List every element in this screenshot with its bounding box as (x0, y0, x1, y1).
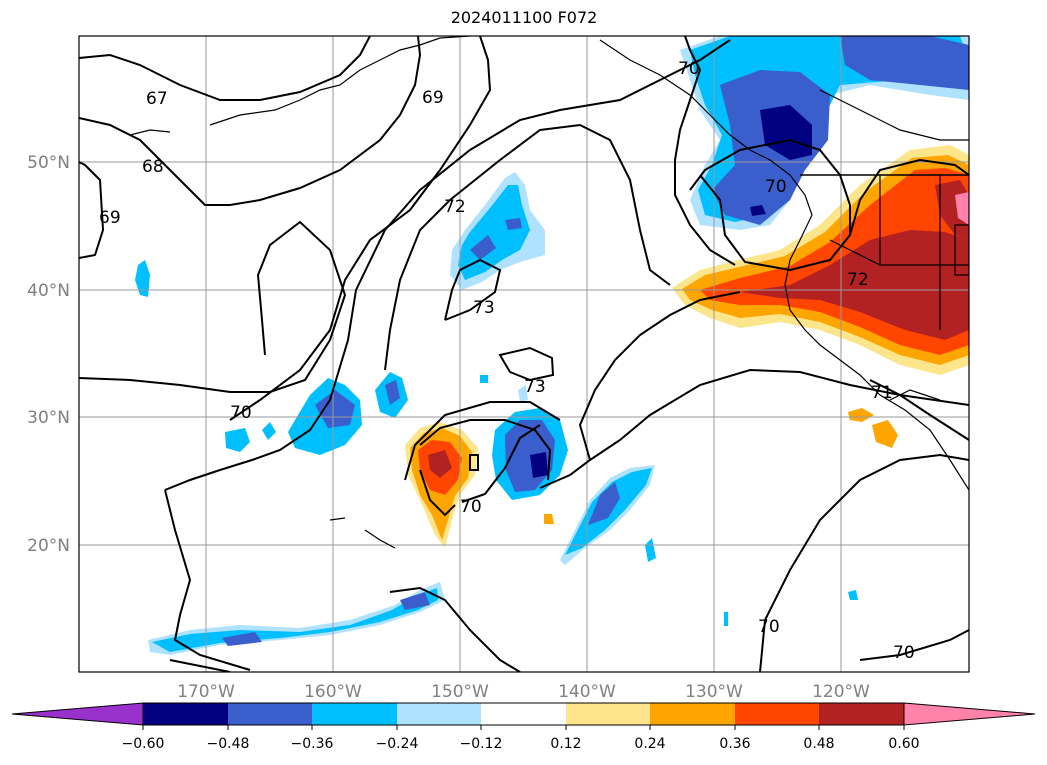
contour-label: 70 (758, 617, 780, 637)
contour-label: 70 (460, 497, 482, 517)
colorbar-tick-label: −0.12 (460, 736, 503, 752)
colorbar-ticks (142, 725, 905, 730)
contour-label: 69 (422, 88, 444, 108)
colorbar-under-extension (11, 702, 144, 726)
lon-label: 160°W (304, 682, 362, 702)
coastlines (129, 36, 969, 549)
colorbar-segment (143, 703, 228, 725)
contour-label: 69 (99, 208, 121, 228)
lon-label: 130°W (685, 682, 743, 702)
lat-label: 30°N (27, 408, 70, 428)
colorbar-tick-label: −0.36 (291, 736, 334, 752)
map-frame (78, 35, 970, 673)
contour-label-group: 67 68 69 69 70 72 73 73 70 70 70 70 72 7… (99, 59, 915, 663)
colorbar-tick-label: 0.48 (803, 736, 834, 752)
map-title: 2024011100 F072 (450, 8, 598, 27)
lat-labels: 50°N 40°N 30°N 20°N (27, 153, 70, 556)
gridlines (79, 36, 969, 672)
colorbar-segment (819, 703, 904, 725)
contour-label: 68 (142, 157, 164, 177)
colorbar-segment (735, 703, 819, 725)
colorbar-over-extension (903, 702, 1036, 726)
contour-label: 72 (444, 197, 466, 217)
lon-label: 120°W (812, 682, 870, 702)
contour-label: 70 (230, 403, 252, 423)
colorbar-tick-label: 0.24 (634, 736, 665, 752)
contour-label: 73 (524, 377, 546, 397)
contour-label: 67 (146, 89, 168, 109)
colorbar-segment (312, 703, 397, 725)
contour-label: 70 (765, 177, 787, 197)
contour-label: 70 (678, 59, 700, 79)
lat-label: 50°N (27, 153, 70, 173)
colorbar-tick-label: 0.12 (550, 736, 581, 752)
colorbar-tick-label: 0.60 (888, 736, 919, 752)
lon-label: 150°W (431, 682, 489, 702)
lat-label: 20°N (27, 536, 70, 556)
colorbar-segment (481, 703, 566, 725)
lon-labels: 170°W 160°W 150°W 140°W 130°W 120°W (177, 682, 870, 702)
contour-label: 70 (893, 643, 915, 663)
contour-label: 73 (473, 298, 495, 318)
lon-label: 140°W (558, 682, 616, 702)
colorbar-segment (566, 703, 650, 725)
colorbar-tick-label: −0.60 (122, 736, 165, 752)
lat-label: 40°N (27, 281, 70, 301)
colorbar-frame (142, 702, 905, 726)
contour-lines (79, 36, 969, 672)
colorbar-tick-label: −0.48 (207, 736, 250, 752)
colorbar-tick-label: 0.36 (719, 736, 750, 752)
colorbar-tick-label: −0.24 (376, 736, 419, 752)
colorbar-segment (650, 703, 735, 725)
contour-label: 72 (847, 270, 869, 290)
contour-label: 71 (871, 383, 893, 403)
colorbar-segment (228, 703, 312, 725)
colorbar-segment (397, 703, 481, 725)
lon-label: 170°W (177, 682, 235, 702)
colorbar: −0.60 −0.48 −0.36 −0.24 −0.12 0.12 0.24 … (11, 702, 1036, 752)
